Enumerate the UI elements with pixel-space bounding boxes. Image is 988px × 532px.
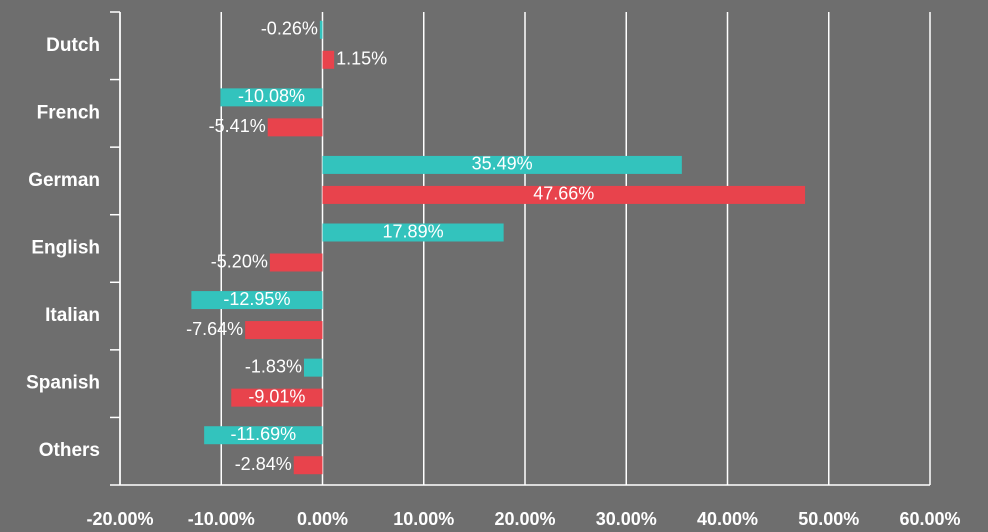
value-label: 47.66%: [533, 184, 594, 204]
x-tick-label: 30.00%: [596, 509, 657, 529]
value-label: -0.26%: [261, 19, 318, 39]
y-tick-label: Dutch: [46, 35, 100, 56]
bar: [220, 88, 323, 107]
x-tick-label: -10.00%: [188, 509, 255, 529]
bar: [245, 321, 323, 340]
y-tick-label: Others: [39, 440, 100, 461]
bar: [269, 253, 323, 272]
x-tick-label: 20.00%: [494, 509, 555, 529]
bar: [267, 118, 323, 137]
value-label: -10.08%: [238, 86, 305, 106]
bar: [293, 456, 323, 475]
value-label: -5.20%: [211, 251, 268, 271]
value-label: -12.95%: [223, 289, 290, 309]
bar: [231, 388, 323, 407]
value-label: -11.69%: [230, 424, 296, 444]
value-label: -7.64%: [186, 319, 243, 339]
value-label: -2.84%: [235, 454, 292, 474]
bar: [322, 223, 504, 242]
y-tick-label: French: [37, 102, 100, 123]
bar: [204, 426, 323, 445]
x-tick-label: -20.00%: [86, 509, 153, 529]
y-tick-label: German: [28, 170, 100, 191]
x-tick-label: 50.00%: [798, 509, 859, 529]
value-label: 35.49%: [472, 154, 533, 174]
x-tick-label: 0.00%: [297, 509, 348, 529]
y-tick-label: English: [31, 238, 100, 259]
y-tick-label: Italian: [45, 305, 100, 326]
value-label: 17.89%: [383, 221, 444, 241]
bar: [322, 155, 682, 174]
x-tick-label: 60.00%: [899, 509, 960, 529]
bar: [303, 358, 323, 377]
x-tick-label: 10.00%: [393, 509, 454, 529]
bar: [191, 291, 323, 310]
value-label: 1.15%: [336, 49, 387, 69]
bar: [322, 50, 335, 69]
value-label: -9.01%: [248, 386, 305, 406]
bar: [319, 20, 323, 39]
y-tick-label: Spanish: [26, 373, 100, 394]
value-label: -5.41%: [209, 116, 266, 136]
bar: [322, 185, 806, 204]
x-tick-label: 40.00%: [697, 509, 758, 529]
value-label: -1.83%: [245, 356, 302, 376]
